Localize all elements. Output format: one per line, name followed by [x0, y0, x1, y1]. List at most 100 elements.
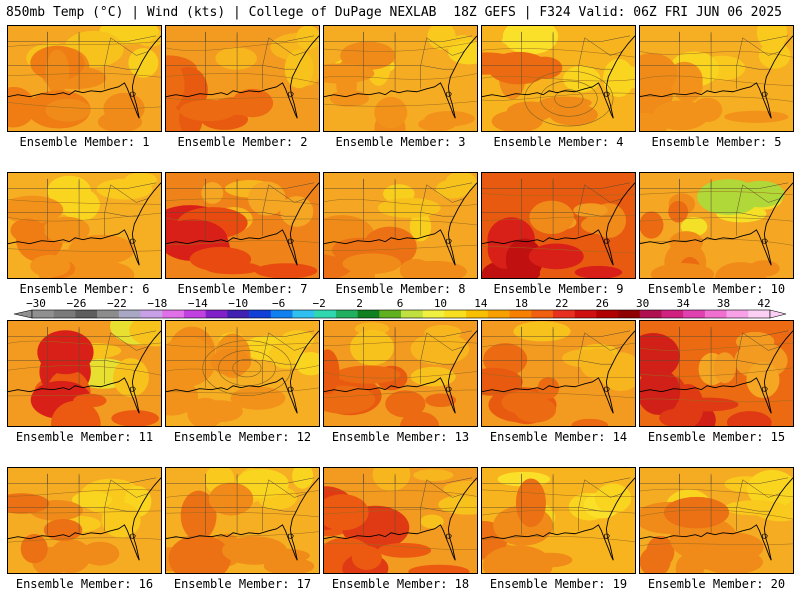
temperature-map: [166, 26, 319, 131]
colorbar-tick-label: −10: [228, 298, 248, 310]
colorbar-tick-label: −30: [26, 298, 46, 310]
colorbar-swatch: [639, 310, 662, 318]
colorbar-swatch: [205, 310, 228, 318]
ensemble-member-panel: [481, 172, 636, 279]
ensemble-member-caption: Ensemble Member: 5: [651, 135, 782, 149]
ensemble-member-panel: [7, 467, 162, 574]
ensemble-member-panel: [481, 25, 636, 132]
ensemble-member-caption: Ensemble Member: 8: [335, 282, 466, 296]
colorbar-swatch: [509, 310, 532, 318]
temperature-map: [640, 173, 793, 278]
colorbar-swatch: [183, 310, 206, 318]
ensemble-member-caption: Ensemble Member: 15: [647, 430, 786, 444]
ensemble-member-panel: [639, 467, 794, 574]
colorbar-swatch: [32, 310, 55, 318]
ensemble-member-caption: Ensemble Member: 16: [15, 577, 154, 591]
colorbar-tick-label: −6: [272, 298, 285, 310]
ensemble-member-panel: [7, 320, 162, 427]
ensemble-member-panel: [323, 320, 478, 427]
ensemble-member-panel: [165, 320, 320, 427]
ensemble-member-panel: [323, 467, 478, 574]
ensemble-member-caption: Ensemble Member: 9: [493, 282, 624, 296]
colorbar-swatch: [335, 310, 358, 318]
ensemble-member-panel: [165, 467, 320, 574]
colorbar-swatch: [726, 310, 749, 318]
temperature-map: [482, 173, 635, 278]
colorbar-tick-label: 2: [356, 298, 363, 310]
colorbar-swatch: [227, 310, 250, 318]
ensemble-member-caption: Ensemble Member: 6: [19, 282, 150, 296]
temperature-map: [8, 26, 161, 131]
colorbar-max-arrow: [769, 309, 787, 319]
ensemble-member-panel: [323, 172, 478, 279]
colorbar-tick-label: 6: [397, 298, 404, 310]
temperature-map: [640, 321, 793, 426]
colorbar-swatch: [683, 310, 706, 318]
ensemble-member-panel: [639, 320, 794, 427]
ensemble-member-panel: [165, 172, 320, 279]
colorbar-tick-label: −18: [147, 298, 167, 310]
ensemble-member-panel: [481, 320, 636, 427]
ensemble-member-panel: [639, 25, 794, 132]
colorbar-tick-label: 26: [596, 298, 609, 310]
colorbar-tick-label: 30: [636, 298, 649, 310]
ensemble-member-caption: Ensemble Member: 7: [177, 282, 308, 296]
ensemble-member-caption: Ensemble Member: 13: [331, 430, 470, 444]
colorbar-swatch: [487, 310, 510, 318]
colorbar-swatch: [531, 310, 554, 318]
ensemble-member-caption: Ensemble Member: 1: [19, 135, 150, 149]
ensemble-member-caption: Ensemble Member: 2: [177, 135, 308, 149]
temperature-map: [640, 26, 793, 131]
colorbar-swatch: [162, 310, 185, 318]
header-left: 850mb Temp (°C) | Wind (kts) | College o…: [6, 5, 437, 20]
temperature-map: [166, 173, 319, 278]
header-right: 18Z GEFS | F324 Valid: 06Z FRI JUN 06 20…: [453, 5, 782, 20]
ensemble-member-caption: Ensemble Member: 11: [15, 430, 154, 444]
colorbar-swatch: [270, 310, 293, 318]
colorbar-swatch: [53, 310, 76, 318]
temperature-map: [166, 468, 319, 573]
temperature-map: [324, 26, 477, 131]
ensemble-member-caption: Ensemble Member: 12: [173, 430, 312, 444]
ensemble-member-panel: [481, 467, 636, 574]
colorbar-swatch: [379, 310, 402, 318]
colorbar-swatch: [140, 310, 163, 318]
ensemble-member-panel: [7, 172, 162, 279]
colorbar-swatch: [466, 310, 489, 318]
temperature-map: [640, 468, 793, 573]
colorbar-swatch: [661, 310, 684, 318]
temperature-map: [482, 26, 635, 131]
colorbar-swatch: [357, 310, 380, 318]
colorbar-tick-label: 34: [676, 298, 690, 310]
ensemble-member-caption: Ensemble Member: 17: [173, 577, 312, 591]
ensemble-member-panel: [165, 25, 320, 132]
temperature-map: [166, 321, 319, 426]
temperature-map: [8, 321, 161, 426]
colorbar-swatch: [574, 310, 597, 318]
colorbar-tick-label: 18: [515, 298, 528, 310]
colorbar-min-arrow: [13, 309, 33, 319]
colorbar-tick-label: 42: [757, 298, 770, 310]
colorbar-tick-label: 38: [717, 298, 730, 310]
colorbar-swatch: [422, 310, 445, 318]
colorbar-swatch: [97, 310, 120, 318]
ensemble-member-caption: Ensemble Member: 14: [489, 430, 628, 444]
colorbar-swatch: [596, 310, 619, 318]
ensemble-member-caption: Ensemble Member: 19: [489, 577, 628, 591]
colorbar-swatch: [401, 310, 424, 318]
colorbar-swatch: [75, 310, 98, 318]
colorbar-swatch: [314, 310, 337, 318]
temperature-map: [482, 468, 635, 573]
colorbar-swatch: [704, 310, 727, 318]
colorbar-tick-label: 22: [555, 298, 568, 310]
colorbar-swatch: [118, 310, 141, 318]
temperature-map: [8, 468, 161, 573]
colorbar-swatch: [552, 310, 575, 318]
colorbar: −30 −26 −22 −18 −14 −10 −6 −2 2 6 10 14 18 22 26 30 34 38…: [12, 298, 788, 320]
colorbar-swatch: [444, 310, 467, 318]
colorbar-swatch: [748, 310, 771, 318]
ensemble-member-panel: [323, 25, 478, 132]
ensemble-member-panel: [639, 172, 794, 279]
ensemble-member-panel: [7, 25, 162, 132]
